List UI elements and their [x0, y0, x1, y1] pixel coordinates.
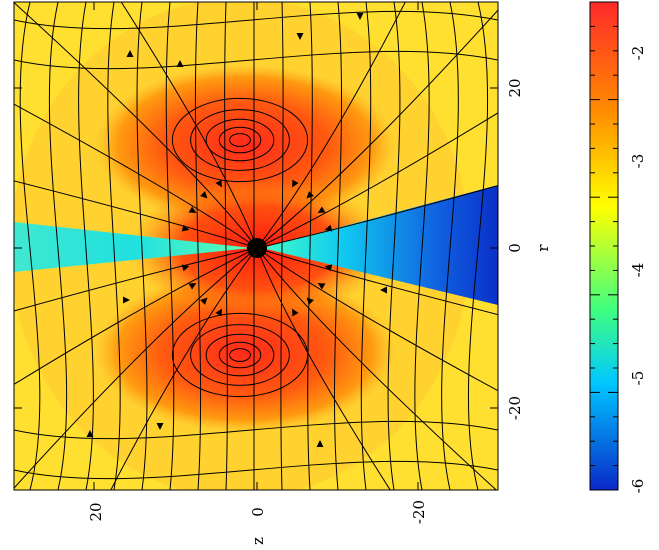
r-tick-label: 20 — [506, 78, 524, 97]
field-loop — [229, 348, 251, 362]
r-tick-labels: 20 0 -20 — [506, 78, 524, 420]
field-line — [14, 50, 498, 70]
field-arrow — [356, 13, 364, 20]
field-arrow — [324, 224, 333, 232]
colorbar-ticks — [590, 1, 618, 491]
field-arrow — [380, 286, 387, 294]
z-axis-label: z — [249, 537, 267, 545]
field-line — [14, 247, 258, 385]
field-line — [256, 185, 498, 249]
heatmap-panel — [14, 2, 498, 490]
field-arrow — [188, 283, 197, 290]
upper-lobe — [95, 65, 395, 225]
field-arrow — [200, 191, 208, 199]
field-line — [19, 2, 41, 490]
field-line — [307, 2, 313, 490]
r-tick-label: -20 — [506, 396, 524, 420]
field-line — [14, 180, 258, 249]
field-line — [256, 2, 406, 249]
field-line — [256, 247, 498, 316]
field-loop — [218, 341, 262, 369]
field-arrow — [188, 206, 197, 213]
field-line — [136, 2, 148, 490]
plot-frame — [13, 1, 499, 491]
field-loop — [205, 333, 275, 377]
field-line — [467, 2, 489, 490]
central-sphere — [247, 238, 267, 258]
field-line — [120, 2, 258, 249]
z-tick-label: 0 — [249, 507, 267, 517]
field-line — [107, 2, 121, 490]
field-arrow — [181, 264, 190, 272]
r-axis-label: r — [534, 244, 552, 252]
field-line — [256, 247, 498, 392]
field-line — [387, 2, 401, 490]
field-line — [48, 2, 68, 490]
field-line — [14, 460, 498, 480]
field-line — [14, 420, 498, 440]
field-line — [14, 2, 258, 249]
z-tick-label: -20 — [410, 500, 428, 524]
field-arrow — [317, 206, 326, 213]
field-lines — [14, 2, 498, 490]
field-arrow — [86, 430, 94, 437]
field-arrow — [123, 296, 130, 304]
field-line — [256, 112, 498, 249]
field-line — [14, 10, 498, 30]
field-arrow — [215, 179, 222, 188]
field-arrow — [181, 224, 190, 232]
axis-ticks — [14, 2, 498, 490]
field-line — [78, 2, 94, 490]
field-arrow — [292, 308, 299, 317]
colorbar: -2 -3 -4 -5 -6 — [589, 1, 647, 494]
field-arrow — [176, 60, 184, 67]
field-line — [256, 247, 391, 490]
field-arrow — [215, 308, 222, 317]
field-line — [360, 2, 372, 490]
colorbar-tick-label: -5 — [629, 371, 647, 386]
field-line — [14, 247, 258, 489]
field-loop — [171, 97, 309, 183]
field-line — [14, 247, 258, 312]
r-tick-label: 0 — [506, 243, 524, 253]
field-loop — [218, 126, 262, 154]
field-line — [194, 2, 202, 490]
field-loop — [190, 109, 290, 171]
field-line — [110, 247, 258, 490]
field-arrow — [317, 283, 326, 290]
field-arrow — [292, 179, 299, 188]
field-line — [14, 103, 258, 249]
z-tick-labels: 20 0 -20 — [87, 500, 428, 524]
colorbar-tick-label: -6 — [629, 479, 647, 494]
jet-left — [14, 222, 252, 272]
field-line — [414, 2, 430, 490]
field-loop — [229, 133, 251, 147]
lower-lobe — [95, 272, 395, 432]
colorbar-tick-label: -4 — [629, 263, 647, 278]
field-line — [441, 2, 459, 490]
field-arrow — [156, 423, 164, 430]
field-arrow — [316, 440, 324, 447]
field-loop — [205, 118, 275, 162]
field-arrow — [126, 50, 134, 57]
field-arrow — [324, 264, 333, 272]
field-loop — [190, 324, 290, 386]
field-line — [165, 2, 175, 490]
z-tick-label: 20 — [87, 502, 105, 521]
colorbar-tick-label: -2 — [629, 46, 647, 61]
field-line — [280, 2, 284, 490]
field-line — [333, 2, 343, 490]
jet-right — [262, 185, 498, 305]
field-arrow — [296, 33, 304, 40]
colorbar-tick-label: -3 — [629, 154, 647, 169]
